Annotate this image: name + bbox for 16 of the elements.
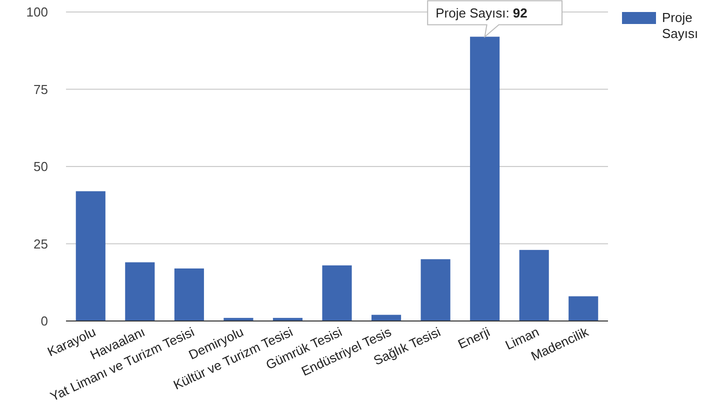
- bar: [519, 250, 549, 321]
- x-tick-label: Enerji: [456, 324, 492, 352]
- bar: [125, 262, 155, 321]
- bar: [174, 268, 204, 321]
- bar: [568, 296, 598, 321]
- y-tick-label: 25: [34, 236, 48, 252]
- bar: [470, 36, 500, 321]
- y-tick-label: 75: [34, 82, 48, 97]
- annotation: Proje Sayısı: 92: [436, 6, 528, 21]
- bar: [76, 191, 106, 321]
- y-tick-label: 0: [40, 314, 48, 329]
- y-tick-label: 100: [26, 4, 48, 20]
- bar: [420, 259, 450, 321]
- legend-label: Proje Sayısı: [662, 10, 698, 41]
- bar: [322, 265, 352, 321]
- y-tick-label: 50: [34, 159, 48, 174]
